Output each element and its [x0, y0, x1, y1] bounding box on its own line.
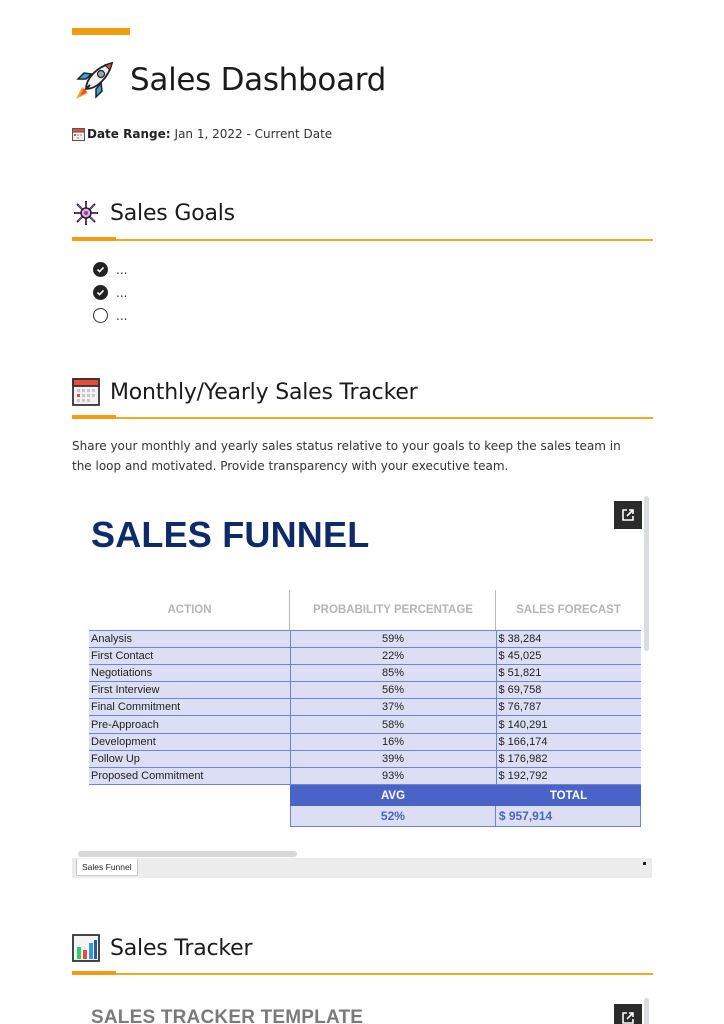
avg-value[interactable]: 52%: [291, 806, 496, 826]
cell-probability[interactable]: 37%: [289, 698, 496, 716]
date-range-value: Jan 1, 2022 - Current Date: [174, 127, 333, 141]
cell-action[interactable]: Development: [89, 732, 290, 751]
section-heading-sales-tracker: Sales Tracker: [72, 934, 253, 962]
open-in-new-window-button[interactable]: [614, 1004, 642, 1024]
column-divider: [495, 590, 496, 630]
calendar-icon: [72, 378, 100, 406]
cell-action[interactable]: Proposed Commitment: [89, 766, 290, 785]
page-title: Sales Dashboard: [72, 56, 386, 104]
cell-forecast[interactable]: $ 69,758: [495, 681, 641, 699]
section-title: Sales Tracker: [110, 935, 253, 961]
table-row: First Contact 22% $ 45,025: [89, 647, 641, 665]
section-divider: [72, 971, 653, 975]
section-divider: [72, 237, 653, 241]
checklist-item[interactable]: ...: [93, 258, 127, 281]
summary-values: 52% $ 957,914: [290, 806, 641, 827]
cell-action[interactable]: First Contact: [89, 647, 290, 665]
table-row: First Interview 56% $ 69,758: [89, 681, 641, 699]
cell-forecast[interactable]: $ 38,284: [495, 629, 641, 648]
cell-action[interactable]: Follow Up: [89, 749, 290, 768]
ornament-icon: [74, 201, 98, 225]
summary-header: AVG TOTAL: [290, 785, 641, 806]
sheet-bar-dot: [643, 862, 646, 865]
sales-tracker-embed[interactable]: SALES TRACKER TEMPLATE: [72, 998, 652, 1024]
checklist-item-text: ...: [116, 262, 128, 277]
goals-checklist: ... ... ...: [93, 258, 127, 327]
top-accent-bar: [72, 28, 130, 35]
cell-action[interactable]: Analysis: [89, 629, 290, 648]
sheet-title: SALES FUNNEL: [91, 514, 370, 555]
page-title-text: Sales Dashboard: [130, 62, 387, 98]
checklist-item-text: ...: [116, 308, 128, 323]
section-divider: [72, 415, 653, 419]
cell-forecast[interactable]: $ 45,025: [495, 647, 641, 665]
open-external-icon: [622, 509, 634, 521]
calendar-icon: [72, 127, 85, 141]
date-range: Date Range: Jan 1, 2022 - Current Date: [72, 127, 332, 141]
sales-funnel-embed[interactable]: SALES FUNNEL ACTION PROBABILITY PERCENTA…: [72, 494, 652, 878]
rocket-icon: [76, 61, 114, 99]
cell-action[interactable]: Negotiations: [89, 664, 290, 682]
cell-probability[interactable]: 58%: [289, 715, 496, 734]
cell-probability[interactable]: 56%: [289, 681, 496, 699]
section-heading-monthly-tracker: Monthly/Yearly Sales Tracker: [72, 378, 418, 406]
cell-forecast[interactable]: $ 140,291: [495, 715, 641, 734]
cell-forecast[interactable]: $ 76,787: [495, 698, 641, 716]
cell-probability[interactable]: 59%: [289, 629, 496, 648]
date-range-label: Date Range:: [87, 127, 171, 141]
cell-probability[interactable]: 16%: [289, 732, 496, 751]
sheet-tab-sales-funnel[interactable]: Sales Funnel: [76, 859, 138, 876]
horizontal-scrollbar[interactable]: [78, 851, 297, 857]
bar-chart-icon: [72, 934, 100, 962]
column-header-forecast: SALES FORECAST: [516, 604, 621, 616]
checklist-item[interactable]: ...: [93, 281, 127, 304]
open-external-icon: [622, 1012, 634, 1024]
cell-forecast[interactable]: $ 51,821: [495, 664, 641, 682]
sales-funnel-table: Analysis 59% $ 38,284 First Contact 22% …: [89, 629, 641, 785]
cell-action[interactable]: First Interview: [89, 681, 290, 699]
checklist-item-text: ...: [116, 285, 128, 300]
cell-forecast[interactable]: $ 192,792: [495, 766, 641, 785]
cell-forecast[interactable]: $ 176,982: [495, 749, 641, 768]
vertical-scrollbar[interactable]: [644, 998, 649, 1024]
vertical-scrollbar[interactable]: [644, 496, 649, 651]
section-description: Share your monthly and yearly sales stat…: [72, 439, 621, 473]
section-title: Monthly/Yearly Sales Tracker: [110, 379, 418, 405]
section-title: Sales Goals: [110, 200, 235, 226]
table-row: Pre-Approach 58% $ 140,291: [89, 715, 641, 734]
column-header-action: ACTION: [167, 604, 212, 616]
cell-action[interactable]: Final Commitment: [89, 698, 290, 716]
unchecked-circle-icon[interactable]: [93, 308, 108, 323]
checked-circle-icon[interactable]: [93, 285, 108, 300]
cell-action[interactable]: Pre-Approach: [89, 715, 290, 734]
table-row: Final Commitment 37% $ 76,787: [89, 698, 641, 716]
total-value[interactable]: $ 957,914: [498, 809, 553, 823]
column-divider: [289, 590, 290, 630]
total-label: TOTAL: [549, 789, 588, 802]
checklist-item[interactable]: ...: [93, 304, 127, 327]
sheet-tab-bar: Sales Funnel: [72, 858, 652, 878]
table-row: Negotiations 85% $ 51,821: [89, 664, 641, 682]
open-in-new-window-button[interactable]: [614, 501, 642, 529]
table-row: Analysis 59% $ 38,284: [89, 629, 641, 648]
cell-probability[interactable]: 22%: [289, 647, 496, 665]
table-row: Follow Up 39% $ 176,982: [89, 749, 641, 768]
avg-label: AVG: [380, 789, 406, 802]
section-heading-sales-goals: Sales Goals: [72, 199, 235, 227]
column-header-probability: PROBABILITY PERCENTAGE: [313, 604, 473, 616]
table-row: Proposed Commitment 93% $ 192,792: [89, 766, 641, 785]
cell-probability[interactable]: 93%: [289, 766, 496, 785]
cell-probability[interactable]: 85%: [289, 664, 496, 682]
checked-circle-icon[interactable]: [93, 262, 108, 277]
cell-forecast[interactable]: $ 166,174: [495, 732, 641, 751]
cell-probability[interactable]: 39%: [289, 749, 496, 768]
sheet-title: SALES TRACKER TEMPLATE: [91, 1007, 364, 1024]
table-row: Development 16% $ 166,174: [89, 732, 641, 751]
